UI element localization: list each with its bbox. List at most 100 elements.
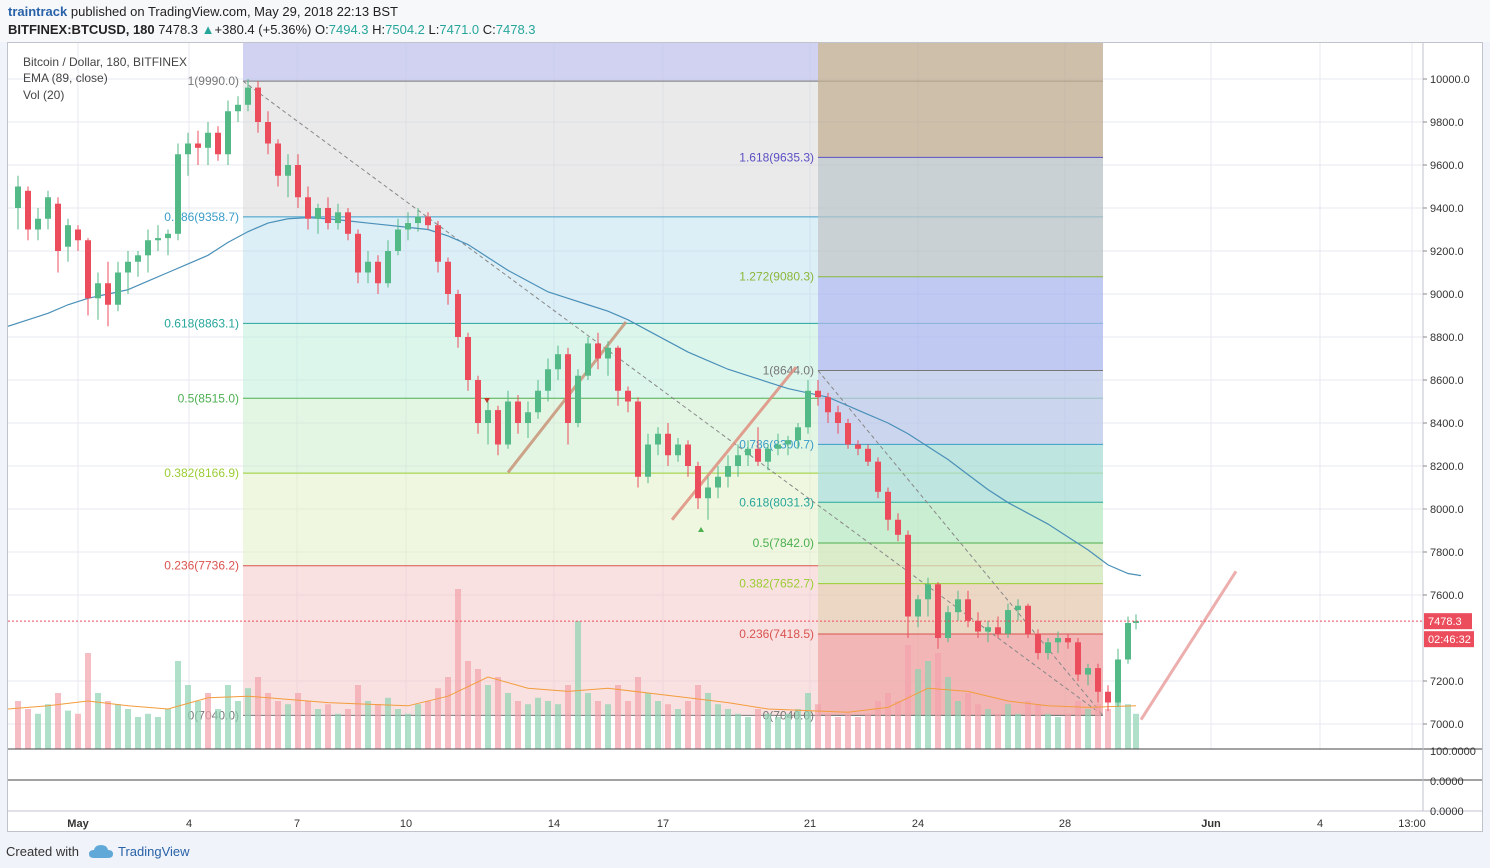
- candle-body: [1015, 605, 1021, 611]
- fib2-level-label: 0.236(7418.5): [739, 627, 814, 641]
- candle-body: [1075, 642, 1081, 675]
- volume-bar: [645, 693, 651, 749]
- candle-body: [445, 261, 451, 294]
- change-arrow-icon: ▲: [201, 22, 215, 37]
- candle-body: [685, 444, 691, 466]
- candle-body: [575, 375, 581, 423]
- volume-bar: [135, 717, 141, 749]
- volume-bar: [515, 701, 521, 749]
- volume-bar: [545, 701, 551, 749]
- candle-body: [665, 433, 671, 456]
- candle-body: [35, 218, 41, 230]
- volume-bar: [525, 704, 531, 749]
- candle-body: [765, 448, 771, 462]
- candle-body: [1025, 605, 1031, 634]
- volume-bar: [695, 685, 701, 749]
- candle-body: [715, 476, 721, 488]
- open-value: 7494.3: [328, 22, 369, 37]
- volume-bar: [975, 704, 981, 749]
- time-tick-label: 21: [804, 818, 816, 830]
- volume-bar: [1015, 713, 1021, 749]
- candle-body: [625, 390, 631, 402]
- candle-body: [885, 491, 891, 520]
- volume-bar: [805, 693, 811, 749]
- candle-body: [1105, 691, 1111, 703]
- volume-bar: [1025, 701, 1031, 749]
- candle-body: [105, 283, 111, 305]
- fib1-level-label: 0.236(7736.2): [164, 559, 239, 573]
- price-tick-label: 9800.0: [1430, 117, 1464, 129]
- candle-body: [555, 354, 561, 370]
- volume-bar: [565, 685, 571, 749]
- candle-body: [1133, 621, 1139, 623]
- candle-body: [415, 216, 421, 224]
- volume-bar: [395, 709, 401, 749]
- candle-body: [115, 272, 121, 305]
- volume-bar: [1105, 709, 1111, 749]
- volume-bar: [875, 701, 881, 749]
- publish-info: traintrack published on TradingView.com,…: [8, 4, 398, 19]
- fib1-level-label: 0.618(8863.1): [164, 316, 239, 330]
- tradingview-logo-icon: [89, 845, 113, 858]
- candle-body: [925, 584, 931, 600]
- volume-bar: [725, 709, 731, 749]
- price-tick-label: 7200.0: [1430, 676, 1464, 688]
- trend-drawing-line: [670, 366, 798, 521]
- fib2-zone-top: [818, 43, 1103, 158]
- volume-bar: [245, 688, 251, 749]
- volume-bar: [745, 717, 751, 749]
- volume-bar: [155, 717, 161, 749]
- candle-body: [595, 343, 601, 359]
- ema-line: [8, 217, 1142, 577]
- volume-bar: [685, 701, 691, 749]
- up-marker-icon: [698, 527, 704, 532]
- pane-scale-label: 100.0000: [1430, 746, 1476, 758]
- fib1-zone: [243, 81, 818, 217]
- fib1-zone-top: [243, 43, 818, 82]
- volume-bar: [475, 669, 481, 749]
- candle-body: [125, 261, 131, 273]
- publisher-username[interactable]: traintrack: [8, 4, 68, 19]
- candle-body: [405, 223, 411, 230]
- volume-bar: [655, 701, 661, 749]
- close-label: C:: [482, 22, 496, 37]
- candle-body: [565, 354, 571, 423]
- price-tick-label: 7600.0: [1430, 590, 1464, 602]
- candle-body: [335, 212, 341, 224]
- fib2-level-label: 0.5(7842.0): [753, 536, 814, 550]
- fib1-zone: [243, 216, 818, 324]
- fib2-trend-line: [817, 370, 1104, 716]
- volume-bar: [735, 713, 741, 749]
- ema-legend[interactable]: EMA (89, close): [23, 71, 108, 85]
- tradingview-link[interactable]: TradingView: [118, 844, 190, 859]
- candle-body: [845, 423, 851, 445]
- volume-bar: [675, 709, 681, 749]
- volume-bar: [925, 661, 931, 749]
- fib2-zone: [818, 444, 1103, 503]
- volume-bar: [325, 704, 331, 749]
- pane-scale-label: 0.0000: [1430, 776, 1464, 788]
- volume-bar: [1065, 713, 1071, 749]
- publish-header: traintrack published on TradingView.com,…: [0, 0, 1490, 42]
- volume-bar: [885, 693, 891, 749]
- volume-bar: [785, 713, 791, 749]
- candle-body: [1125, 622, 1131, 660]
- fib1-level-label: 0.5(8515.0): [178, 391, 239, 405]
- volume-bar: [375, 704, 381, 749]
- candle-body: [515, 401, 521, 423]
- volume-bar: [1133, 713, 1139, 749]
- candle-body: [945, 612, 951, 638]
- fib1-zone: [243, 473, 818, 566]
- price-chart[interactable]: 1(9990.0) 0.786(9358.7) 0.618(8863.1) 0.5(8…: [8, 43, 1482, 831]
- volume-bar: [315, 709, 321, 749]
- time-tick-label: 14: [548, 818, 560, 830]
- publish-date: published on TradingView.com, May 29, 20…: [67, 4, 398, 19]
- volume-legend[interactable]: Vol (20): [23, 88, 65, 102]
- candle-body: [45, 197, 51, 219]
- open-label: O:: [315, 22, 329, 37]
- volume-bar: [285, 704, 291, 749]
- volume-bar: [1045, 713, 1051, 749]
- volume-bar: [1115, 693, 1121, 749]
- chart-area[interactable]: 1(9990.0) 0.786(9358.7) 0.618(8863.1) 0.5(8…: [7, 42, 1483, 832]
- volume-bar: [935, 653, 941, 749]
